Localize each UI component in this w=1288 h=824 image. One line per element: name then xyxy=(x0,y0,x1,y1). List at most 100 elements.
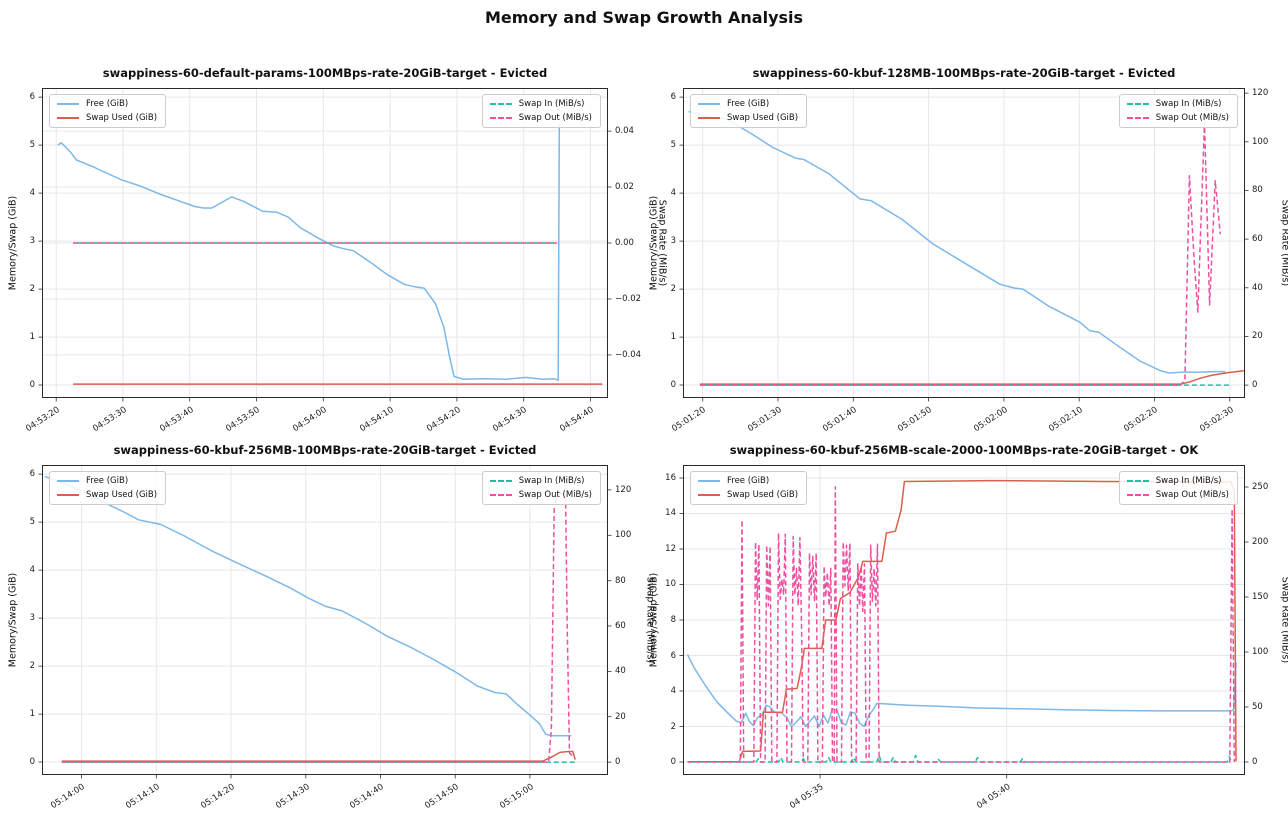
y-tick-label-right: 150 xyxy=(1252,592,1269,602)
x-tick-label: 05:01:20 xyxy=(670,405,709,435)
x-tick-label: 04:53:30 xyxy=(90,405,129,435)
legend-entry-swap_out: Swap Out (MiB/s) xyxy=(1126,490,1229,500)
y-tick-label-right: 20 xyxy=(1252,331,1263,342)
x-tick-label: 05:02:20 xyxy=(1122,405,1160,435)
free-legend-line-sample xyxy=(698,479,720,483)
free-legend-line-sample xyxy=(57,479,79,483)
plot-area-1 xyxy=(679,88,1249,402)
x-tick-label: 05:01:30 xyxy=(745,405,784,435)
y-tick-label-left: 1 xyxy=(29,332,35,343)
x-tick-label: 05:14:10 xyxy=(124,782,162,812)
legend-entry-swap_used: Swap Used (GiB) xyxy=(57,113,157,123)
y-tick-label-left: 12 xyxy=(665,543,676,554)
legend-memory: Free (GiB) Swap Used (GiB) xyxy=(690,94,808,128)
y-tick-label-left: 3 xyxy=(29,613,35,624)
legend-label-swap_in: Swap In (MiB/s) xyxy=(518,476,585,486)
y-tick-label-right: 0.00 xyxy=(615,238,634,248)
x-tick-label: 05:14:30 xyxy=(273,782,312,812)
y-tick-label-right: 40 xyxy=(615,666,626,677)
x-tick-label: 04:53:50 xyxy=(224,405,262,435)
legend-entry-swap_in: Swap In (MiB/s) xyxy=(1126,476,1229,486)
legend-entry-swap_in: Swap In (MiB/s) xyxy=(489,99,592,109)
swap_in-legend-line-sample xyxy=(1126,103,1149,105)
y-tick-label-left: 5 xyxy=(670,140,676,151)
x-tick-label: 04 05:35 xyxy=(788,782,826,812)
y-tick-label-right: 0 xyxy=(1252,380,1258,391)
y-tick-label-right: 80 xyxy=(615,575,626,586)
swap_used-line xyxy=(699,369,1246,385)
swap_in-legend-line-sample xyxy=(489,103,512,105)
x-tick-label: 05:01:40 xyxy=(821,405,859,435)
y-tick-label-left: 4 xyxy=(29,188,35,199)
legend-swap-rate: Swap In (MiB/s) Swap Out (MiB/s) xyxy=(1118,471,1238,505)
y-tick-label-left: 14 xyxy=(665,508,676,519)
legend-entry-free: Free (GiB) xyxy=(57,476,157,486)
legend-entry-free: Free (GiB) xyxy=(698,99,798,109)
y-tick-label-right: 40 xyxy=(1252,282,1263,293)
y-tick-label-right: 60 xyxy=(1252,234,1263,245)
y-tick-label-right: 0 xyxy=(1252,757,1258,768)
x-tick-label: 05:01:50 xyxy=(896,405,935,435)
legend-label-swap_used: Swap Used (GiB) xyxy=(86,113,158,123)
subplot-1-title: swappiness-60-kbuf-128MB-100MBps-rate-20… xyxy=(752,66,1176,80)
y-tick-label-right: 60 xyxy=(615,621,626,631)
legend-label-swap_used: Swap Used (GiB) xyxy=(727,113,799,123)
swap_used-legend-line-sample xyxy=(698,116,720,120)
x-tick-label: 04:53:40 xyxy=(157,405,196,435)
x-tick-label: 05:02:30 xyxy=(1197,405,1236,435)
legend-label-free: Free (GiB) xyxy=(86,99,129,109)
y-tick-label-left: 4 xyxy=(670,188,676,199)
legend-memory: Free (GiB) Swap Used (GiB) xyxy=(49,94,167,128)
figure-title: Memory and Swap Growth Analysis xyxy=(484,8,804,27)
y-tick-label-left: 5 xyxy=(29,140,35,151)
legend-label-swap_out: Swap Out (MiB/s) xyxy=(1155,490,1229,500)
free-legend-line-sample xyxy=(57,102,79,106)
swap_in-line xyxy=(687,754,1233,763)
swap_used-legend-line-sample xyxy=(57,493,79,497)
y-tick-label-right: 100 xyxy=(615,530,632,541)
x-tick-label: 05:15:00 xyxy=(497,782,536,812)
x-tick-label: 05:14:00 xyxy=(49,782,88,812)
swap_out-legend-line-sample xyxy=(1126,494,1149,496)
y-tick-label-left: 4 xyxy=(29,565,35,576)
y-tick-label-left: 3 xyxy=(29,236,35,247)
plot-area-0 xyxy=(38,88,612,402)
y-axis-label-right: Swap Rate (MiB/s) xyxy=(1279,576,1288,664)
swap_in-legend-line-sample xyxy=(489,480,512,482)
legend-memory: Free (GiB) Swap Used (GiB) xyxy=(49,471,167,505)
swap_out-line xyxy=(687,486,1236,763)
plot-area-3 xyxy=(679,465,1249,779)
legend-label-swap_used: Swap Used (GiB) xyxy=(727,490,799,500)
legend-entry-swap_in: Swap In (MiB/s) xyxy=(489,476,592,486)
legend-label-swap_out: Swap Out (MiB/s) xyxy=(1155,113,1229,123)
swap_used-legend-line-sample xyxy=(57,116,79,120)
y-tick-label-left: 6 xyxy=(670,650,676,661)
y-tick-label-right: −0.02 xyxy=(615,293,642,304)
plot-border xyxy=(42,88,608,398)
x-tick-label: 04:53:20 xyxy=(24,405,62,435)
y-tick-label-left: 0 xyxy=(29,380,35,391)
legend-label-swap_out: Swap Out (MiB/s) xyxy=(518,490,592,500)
x-tick-label: 04:54:30 xyxy=(491,405,530,435)
y-tick-label-right: 120 xyxy=(1252,88,1269,99)
free-line xyxy=(57,123,561,381)
y-tick-label-left: 0 xyxy=(670,757,676,768)
y-tick-label-left: 16 xyxy=(665,472,676,483)
y-tick-label-right: −0.04 xyxy=(615,349,642,360)
plot-area-2 xyxy=(38,465,612,779)
legend-swap-rate: Swap In (MiB/s) Swap Out (MiB/s) xyxy=(1118,94,1238,128)
y-tick-label-left: 1 xyxy=(670,332,676,343)
y-tick-label-right: 120 xyxy=(615,484,632,495)
y-tick-label-right: 250 xyxy=(1252,482,1269,492)
x-tick-label: 04:54:00 xyxy=(291,405,329,435)
legend-entry-swap_out: Swap Out (MiB/s) xyxy=(1126,113,1229,123)
plot-border xyxy=(683,465,1245,775)
y-tick-label-left: 2 xyxy=(670,284,676,295)
legend-label-free: Free (GiB) xyxy=(727,99,770,109)
y-tick-label-left: 1 xyxy=(29,709,35,720)
y-tick-label-left: 0 xyxy=(670,380,676,391)
legend-label-swap_out: Swap Out (MiB/s) xyxy=(518,113,592,123)
swap_used-legend-line-sample xyxy=(698,493,720,497)
y-tick-label-right: 20 xyxy=(615,711,626,722)
subplot-2-title: swappiness-60-kbuf-256MB-100MBps-rate-20… xyxy=(113,443,537,457)
